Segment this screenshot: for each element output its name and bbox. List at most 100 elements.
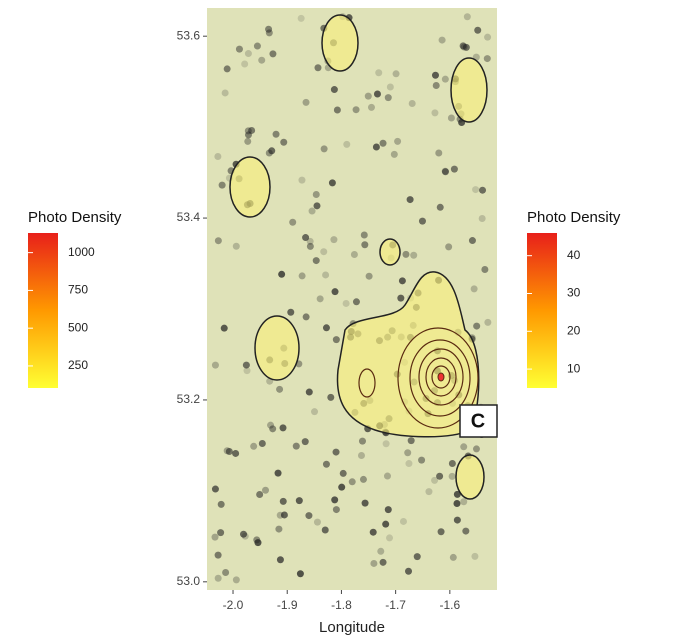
photo-point — [382, 521, 389, 528]
photo-point — [393, 70, 400, 77]
photo-point — [280, 139, 287, 146]
photo-point — [351, 251, 358, 258]
photo-point — [380, 559, 387, 566]
photo-point — [322, 527, 329, 534]
photo-point — [405, 460, 412, 467]
photo-point — [399, 277, 406, 284]
photo-point — [338, 484, 345, 491]
photo-point — [349, 478, 356, 485]
photo-point — [472, 186, 479, 193]
legend-tick-label: 1000 — [68, 245, 95, 259]
photo-point — [464, 13, 471, 20]
photo-point — [343, 300, 350, 307]
photo-point — [414, 553, 421, 560]
photo-point — [232, 450, 239, 457]
photo-point — [307, 238, 314, 245]
photo-point — [240, 531, 247, 538]
x-tick-label: -1.8 — [331, 598, 352, 612]
photo-point — [397, 295, 404, 302]
photo-point — [259, 440, 266, 447]
photo-point — [311, 408, 318, 415]
photo-point — [215, 552, 222, 559]
photo-point — [366, 273, 373, 280]
photo-point — [370, 529, 377, 536]
photo-point — [243, 362, 250, 369]
x-tick-label: -2.0 — [223, 598, 244, 612]
photo-point — [437, 204, 444, 211]
legend-tick-label: 10 — [567, 361, 581, 375]
y-tick-label: 53.0 — [177, 574, 201, 588]
photo-point — [394, 138, 401, 145]
photo-point — [460, 498, 467, 505]
photo-point — [333, 449, 340, 456]
photo-point — [217, 529, 224, 536]
contour — [255, 316, 299, 380]
photo-point — [453, 500, 460, 507]
photo-point — [432, 72, 439, 79]
photo-point — [431, 477, 438, 484]
photo-point — [360, 476, 367, 483]
x-tick-label: -1.9 — [277, 598, 298, 612]
photo-point — [245, 127, 252, 134]
photo-point — [254, 43, 261, 50]
legend-title: Photo Density — [28, 209, 122, 226]
annotation: C — [471, 410, 485, 432]
photo-point — [212, 362, 219, 369]
photo-point — [309, 208, 316, 215]
photo-point — [244, 138, 251, 145]
photo-point — [254, 539, 261, 546]
photo-point — [221, 325, 228, 332]
photo-point — [332, 288, 339, 295]
photo-point — [303, 99, 310, 106]
photo-point — [386, 534, 393, 541]
legend-tick-label: 250 — [68, 358, 88, 372]
contour-peak — [438, 373, 444, 381]
photo-point — [425, 488, 432, 495]
color-bar — [527, 233, 557, 388]
photo-point — [314, 519, 321, 526]
photo-point — [224, 447, 231, 454]
photo-point — [334, 107, 341, 114]
photo-point — [262, 487, 269, 494]
photo-point — [313, 202, 320, 209]
x-axis-label: Longitude — [319, 619, 385, 636]
contour — [380, 239, 400, 265]
contour — [230, 157, 270, 217]
contour — [322, 15, 358, 71]
photo-point — [438, 528, 445, 535]
photo-point — [471, 285, 478, 292]
photo-point — [391, 151, 398, 158]
photo-point — [327, 394, 334, 401]
photo-point — [275, 470, 282, 477]
photo-point — [277, 556, 284, 563]
photo-point — [462, 528, 469, 535]
page: C Longitude 53.053.253.453.6-2.0-1.9-1.8… — [0, 0, 677, 643]
photo-point — [374, 90, 381, 97]
photo-point — [293, 443, 300, 450]
photo-point — [380, 140, 387, 147]
photo-point — [250, 443, 257, 450]
photo-point — [314, 64, 321, 71]
photo-point — [431, 109, 438, 116]
photo-point — [474, 27, 481, 34]
photo-point — [469, 237, 476, 244]
photo-point — [236, 46, 243, 53]
photo-point — [385, 94, 392, 101]
photo-point — [340, 470, 347, 477]
photo-point — [484, 55, 491, 62]
photo-point — [233, 243, 240, 250]
photo-point — [479, 187, 486, 194]
y-tick-label: 53.6 — [177, 28, 201, 42]
x-tick-label: -1.7 — [385, 598, 406, 612]
photo-point — [479, 215, 486, 222]
photo-point — [418, 457, 425, 464]
photo-point — [481, 266, 488, 273]
y-tick-label: 53.2 — [177, 392, 201, 406]
photo-point — [408, 437, 415, 444]
legend-tick-label: 500 — [68, 320, 88, 334]
photo-point — [321, 145, 328, 152]
photo-point — [241, 61, 248, 68]
photo-point — [281, 511, 288, 518]
photo-point — [303, 313, 310, 320]
color-bar — [28, 233, 58, 388]
